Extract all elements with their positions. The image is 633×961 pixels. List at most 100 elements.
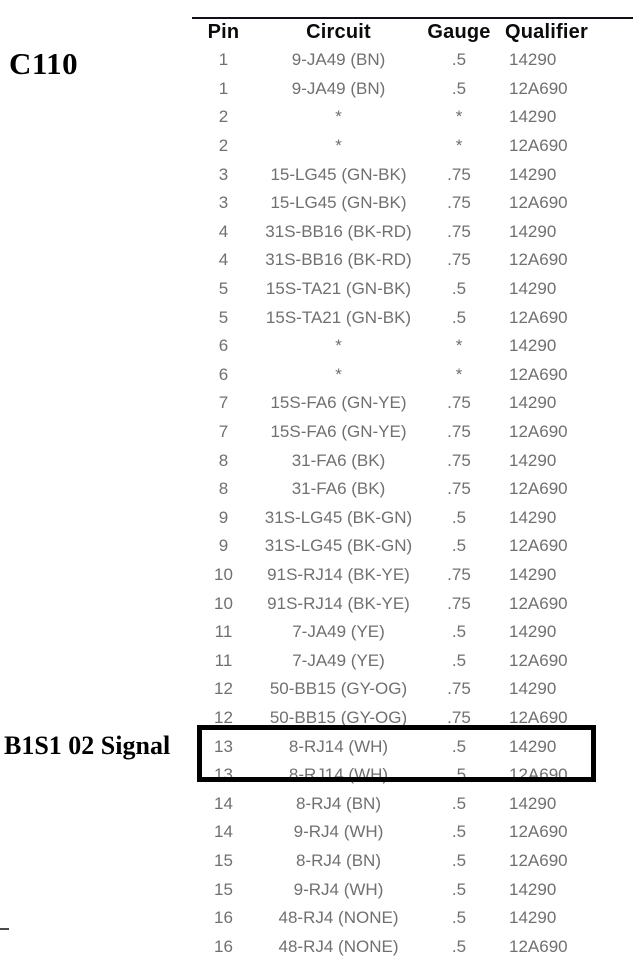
- cell-circuit: 9-JA49 (BN): [291, 78, 386, 98]
- table-row: 11 7-JA49 (YE) .5 12A690: [185, 646, 633, 675]
- cell-qualifier: 14290: [509, 622, 557, 642]
- table-row: 13 8-RJ14 (WH) .5 12A690: [185, 761, 633, 790]
- cell-circuit: 50-BB15 (GY-OG): [269, 707, 408, 727]
- cell-gauge: .5: [451, 850, 467, 870]
- cell-gauge: .75: [447, 593, 471, 613]
- cell-gauge: .75: [447, 450, 471, 470]
- left-margin-tick: [0, 928, 9, 930]
- header-circuit: Circuit: [306, 21, 371, 43]
- cell-qualifier: 14290: [509, 908, 557, 928]
- cell-qualifier: 12A690: [509, 364, 568, 384]
- cell-circuit: 91S-RJ14 (BK-YE): [267, 564, 410, 584]
- table-row: 16 48-RJ4 (NONE) .5 12A690: [185, 932, 633, 961]
- table-row: 6 * * 14290: [185, 332, 633, 361]
- cell-pin: 9: [218, 536, 229, 556]
- cell-gauge: .5: [451, 908, 467, 928]
- table-row: 5 15S-TA21 (GN-BK) .5 12A690: [185, 303, 633, 332]
- signal-label: B1S1 02 Signal: [4, 731, 171, 760]
- cell-gauge: .75: [447, 479, 471, 499]
- cell-pin: 5: [218, 279, 229, 299]
- cell-qualifier: 12A690: [509, 479, 568, 499]
- cell-circuit: 15-LG45 (GN-BK): [270, 193, 407, 213]
- table-row: 3 15-LG45 (GN-BK) .75 12A690: [185, 189, 633, 218]
- cell-gauge: .5: [451, 78, 467, 98]
- cell-gauge: .5: [451, 736, 467, 756]
- table-row: 2 * * 14290: [185, 103, 633, 132]
- cell-pin: 15: [214, 850, 233, 870]
- cell-gauge: .75: [447, 221, 471, 241]
- cell-qualifier: 14290: [509, 736, 557, 756]
- cell-pin: 13: [214, 736, 233, 756]
- cell-qualifier: 12A690: [509, 536, 568, 556]
- table-header-row: Pin Circuit Gauge Qualifier: [185, 19, 633, 46]
- table-row: 8 31-FA6 (BK) .75 12A690: [185, 475, 633, 504]
- cell-circuit: 15S-FA6 (GN-YE): [270, 422, 407, 442]
- table-row: 14 8-RJ4 (BN) .5 14290: [185, 789, 633, 818]
- cell-pin: 1: [218, 78, 229, 98]
- cell-gauge: .75: [447, 422, 471, 442]
- cell-pin: 6: [218, 336, 229, 356]
- cell-gauge: .5: [451, 793, 467, 813]
- cell-qualifier: 14290: [509, 393, 557, 413]
- table-row: 10 91S-RJ14 (BK-YE) .75 14290: [185, 561, 633, 590]
- cell-pin: 6: [218, 364, 229, 384]
- cell-qualifier: 14290: [509, 564, 557, 584]
- cell-pin: 4: [218, 221, 229, 241]
- cell-circuit: 7-JA49 (YE): [292, 622, 385, 642]
- cell-gauge: .75: [447, 564, 471, 584]
- cell-gauge: .75: [447, 164, 471, 184]
- cell-pin: 11: [214, 622, 233, 642]
- cell-pin: 16: [214, 908, 233, 928]
- table-row: 13 8-RJ14 (WH) .5 14290: [185, 732, 633, 761]
- cell-gauge: .5: [451, 279, 467, 299]
- connector-label: C110: [9, 46, 79, 81]
- cell-pin: 14: [214, 793, 233, 813]
- cell-circuit: *: [335, 136, 342, 156]
- cell-qualifier: 12A690: [509, 193, 568, 213]
- table-row: 11 7-JA49 (YE) .5 14290: [185, 618, 633, 647]
- cell-pin: 7: [218, 422, 229, 442]
- cell-pin: 2: [218, 136, 229, 156]
- cell-qualifier: 14290: [509, 793, 557, 813]
- cell-qualifier: 14290: [509, 50, 557, 70]
- cell-pin: 7: [218, 393, 229, 413]
- cell-gauge: *: [455, 136, 463, 156]
- cell-circuit: 31S-BB16 (BK-RD): [265, 250, 412, 270]
- cell-qualifier: 12A690: [509, 307, 568, 327]
- cell-gauge: *: [455, 364, 463, 384]
- cell-circuit: 48-RJ4 (NONE): [278, 908, 399, 928]
- cell-circuit: 31S-LG45 (BK-GN): [264, 536, 413, 556]
- pinout-table: Pin Circuit Gauge Qualifier 1 9-JA49 (BN…: [185, 19, 633, 961]
- cell-qualifier: 14290: [509, 336, 557, 356]
- cell-gauge: .75: [447, 679, 471, 699]
- table-row: 15 8-RJ4 (BN) .5 12A690: [185, 847, 633, 876]
- header-gauge: Gauge: [427, 21, 491, 43]
- cell-pin: 5: [218, 307, 229, 327]
- cell-gauge: .5: [451, 622, 467, 642]
- cell-circuit: *: [335, 336, 342, 356]
- cell-gauge: .5: [451, 822, 467, 842]
- cell-pin: 10: [214, 564, 233, 584]
- cell-gauge: .5: [451, 507, 467, 527]
- cell-circuit: 8-RJ14 (WH): [288, 736, 389, 756]
- cell-pin: 16: [214, 936, 233, 956]
- cell-circuit: 15-LG45 (GN-BK): [270, 164, 407, 184]
- table-row: 8 31-FA6 (BK) .75 14290: [185, 446, 633, 475]
- cell-gauge: *: [455, 107, 463, 127]
- cell-gauge: *: [455, 336, 463, 356]
- cell-pin: 8: [218, 479, 229, 499]
- table-row: 16 48-RJ4 (NONE) .5 14290: [185, 904, 633, 933]
- cell-pin: 1: [218, 50, 229, 70]
- table-row: 4 31S-BB16 (BK-RD) .75 12A690: [185, 246, 633, 275]
- cell-pin: 9: [218, 507, 229, 527]
- cell-qualifier: 14290: [509, 164, 557, 184]
- cell-gauge: .5: [451, 765, 467, 785]
- cell-circuit: 31-FA6 (BK): [291, 479, 386, 499]
- cell-circuit: 31S-LG45 (BK-GN): [264, 507, 413, 527]
- cell-pin: 3: [218, 164, 229, 184]
- table-row: 7 15S-FA6 (GN-YE) .75 12A690: [185, 418, 633, 447]
- cell-circuit: 7-JA49 (YE): [292, 650, 385, 670]
- cell-gauge: .5: [451, 879, 467, 899]
- cell-pin: 12: [214, 679, 233, 699]
